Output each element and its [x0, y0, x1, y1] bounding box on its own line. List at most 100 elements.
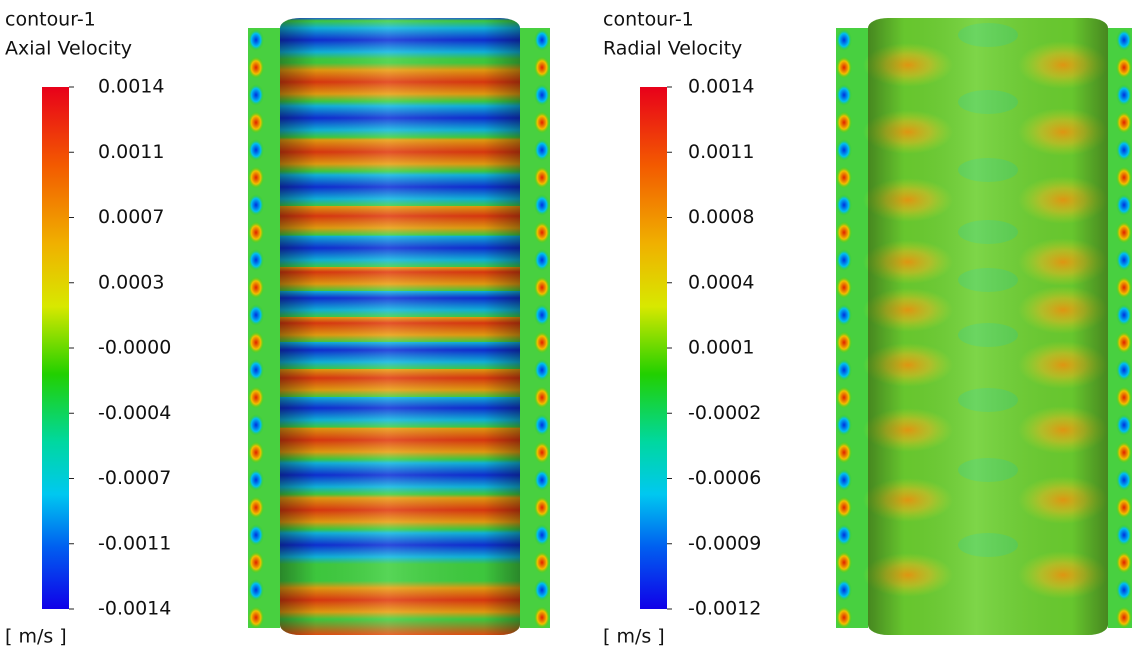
- side-dot: [534, 607, 550, 629]
- legend-label: 0.0014: [98, 76, 164, 98]
- side-dot: [836, 497, 852, 519]
- side-dot: [1116, 249, 1132, 271]
- legend-label: -0.0004: [98, 402, 171, 424]
- side-dot: [1116, 469, 1132, 491]
- side-dot: [1116, 359, 1132, 381]
- side-dot: [836, 442, 852, 464]
- side-dot: [534, 442, 550, 464]
- side-dot: [248, 249, 264, 271]
- side-dot: [248, 304, 264, 326]
- side-dot: [534, 304, 550, 326]
- side-dot: [248, 469, 264, 491]
- side-dot: [534, 139, 550, 161]
- side-dot: [534, 332, 550, 354]
- side-dot: [1116, 524, 1132, 546]
- side-dot: [836, 607, 852, 629]
- side-dot: [534, 194, 550, 216]
- side-dot: [1116, 387, 1132, 409]
- side-dot: [248, 552, 264, 574]
- side-dot: [248, 524, 264, 546]
- side-dot: [534, 579, 550, 601]
- legend-label: -0.0000: [98, 337, 171, 359]
- side-dot: [836, 414, 852, 436]
- side-dot: [248, 607, 264, 629]
- legend-title: contour-1: [603, 9, 694, 31]
- side-dot: [1116, 304, 1132, 326]
- side-dot: [1116, 29, 1132, 51]
- legend-label: -0.0012: [688, 598, 761, 620]
- side-dot: [248, 112, 264, 134]
- side-dot: [1116, 579, 1132, 601]
- side-dot: [1116, 222, 1132, 244]
- side-dot: [248, 332, 264, 354]
- side-dot: [836, 552, 852, 574]
- side-dot: [836, 84, 852, 106]
- cylinder-shade: [868, 18, 1108, 635]
- legend-label: -0.0002: [688, 402, 761, 424]
- legend-label: -0.0006: [688, 467, 761, 489]
- side-dot: [248, 57, 264, 79]
- side-dot: [1116, 57, 1132, 79]
- side-dot: [534, 359, 550, 381]
- cylinder-shade: [280, 18, 520, 635]
- side-dot: [1116, 112, 1132, 134]
- side-dot: [534, 497, 550, 519]
- side-dot: [534, 29, 550, 51]
- side-dot: [836, 57, 852, 79]
- legend-label: -0.0007: [98, 467, 171, 489]
- side-dot: [836, 222, 852, 244]
- legend-label: 0.0008: [688, 206, 754, 228]
- legend-title: contour-1: [5, 9, 96, 31]
- side-dot: [248, 194, 264, 216]
- side-dot: [836, 304, 852, 326]
- legend-label: 0.0011: [688, 141, 754, 163]
- side-dot: [836, 139, 852, 161]
- legend-label: -0.0011: [98, 532, 171, 554]
- side-dot: [534, 167, 550, 189]
- side-dot: [534, 112, 550, 134]
- side-dot: [836, 579, 852, 601]
- legend-label: 0.0004: [688, 271, 754, 293]
- side-dot: [534, 387, 550, 409]
- side-dot: [248, 414, 264, 436]
- colorbar: [42, 87, 69, 609]
- side-dot: [836, 387, 852, 409]
- side-dot: [248, 167, 264, 189]
- side-dot: [1116, 442, 1132, 464]
- legend-label: -0.0009: [688, 532, 761, 554]
- side-dot: [248, 84, 264, 106]
- side-dot: [836, 249, 852, 271]
- legend-label: -0.0014: [98, 598, 171, 620]
- side-dot: [836, 469, 852, 491]
- side-dot: [534, 277, 550, 299]
- side-dot: [248, 359, 264, 381]
- unit: [ m/s ]: [5, 626, 67, 648]
- legend-label: 0.0003: [98, 271, 164, 293]
- side-dot: [836, 332, 852, 354]
- side-dot: [1116, 194, 1132, 216]
- side-dot: [1116, 84, 1132, 106]
- side-dot: [248, 29, 264, 51]
- legend-label: 0.0001: [688, 337, 754, 359]
- side-dot: [534, 249, 550, 271]
- side-dot: [1116, 332, 1132, 354]
- side-dot: [836, 29, 852, 51]
- side-dot: [248, 387, 264, 409]
- side-dot: [534, 469, 550, 491]
- side-dot: [1116, 552, 1132, 574]
- side-dot: [534, 57, 550, 79]
- side-dot: [248, 442, 264, 464]
- side-dot: [1116, 139, 1132, 161]
- side-dot: [836, 194, 852, 216]
- side-dot: [248, 139, 264, 161]
- side-dot: [836, 167, 852, 189]
- side-dot: [248, 277, 264, 299]
- side-dot: [248, 579, 264, 601]
- side-dot: [534, 552, 550, 574]
- side-dot: [1116, 167, 1132, 189]
- side-dot: [836, 359, 852, 381]
- side-dot: [534, 84, 550, 106]
- side-dot: [248, 222, 264, 244]
